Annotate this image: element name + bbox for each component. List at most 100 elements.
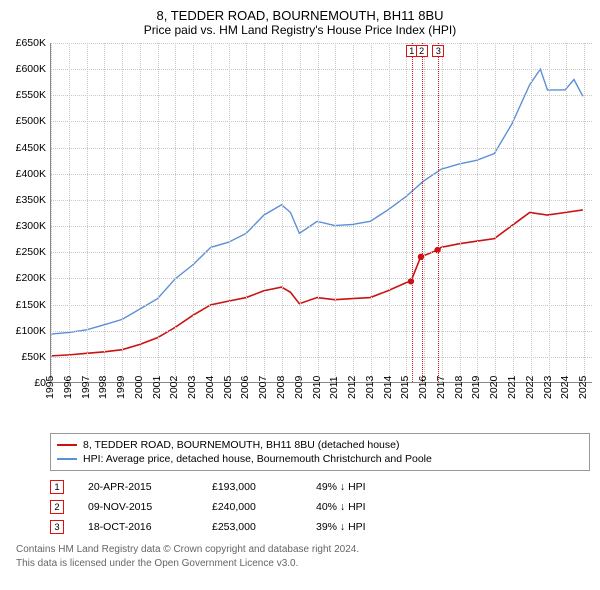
chart-area: £0£50K£100K£150K£200K£250K£300K£350K£400… [8,43,592,403]
gridline [300,43,301,382]
gridline [566,43,567,382]
gridline [246,43,247,382]
gridline [353,43,354,382]
x-tick-label: 2019 [470,376,482,399]
gridline [460,43,461,382]
legend-swatch [57,458,77,460]
gridline [549,43,550,382]
x-tick-label: 2024 [559,376,571,399]
x-tick-label: 2013 [364,376,376,399]
legend-row: 8, TEDDER ROAD, BOURNEMOUTH, BH11 8BU (d… [57,438,583,452]
gridline [51,174,592,175]
x-tick-label: 2025 [577,376,589,399]
y-tick-label: £500K [16,115,46,127]
gridline [335,43,336,382]
gridline [495,43,496,382]
x-tick-label: 2002 [168,376,180,399]
gridline [51,121,592,122]
y-tick-label: £200K [16,272,46,284]
legend: 8, TEDDER ROAD, BOURNEMOUTH, BH11 8BU (d… [50,433,590,471]
sale-marker-box: 2 [416,45,428,57]
gridline [51,252,592,253]
x-tick-label: 1998 [97,376,109,399]
x-tick-label: 2005 [222,376,234,399]
gridline [69,43,70,382]
x-tick-label: 2006 [239,376,251,399]
gridline [584,43,585,382]
x-tick-label: 1997 [80,376,92,399]
gridline [424,43,425,382]
gridline [51,226,592,227]
x-tick-label: 2021 [506,376,518,399]
x-tick-label: 2016 [417,376,429,399]
footer-line: This data is licensed under the Open Gov… [16,557,592,571]
y-tick-label: £400K [16,168,46,180]
y-tick-label: £600K [16,63,46,75]
x-tick-label: 1996 [62,376,74,399]
gridline [442,43,443,382]
gridline [51,43,52,382]
sale-price: £253,000 [212,521,292,533]
sale-delta: 49% ↓ HPI [316,481,416,493]
x-tick-label: 2007 [257,376,269,399]
gridline [51,200,592,201]
sale-date: 09-NOV-2015 [88,501,188,513]
gridline [175,43,176,382]
gridline [371,43,372,382]
sale-marker-line [422,43,423,382]
x-tick-label: 2001 [151,376,163,399]
sales-row: 120-APR-2015£193,00049% ↓ HPI [50,477,592,497]
gridline [211,43,212,382]
y-tick-label: £650K [16,37,46,49]
x-tick-label: 1995 [44,376,56,399]
gridline [104,43,105,382]
x-axis: 1995199619971998199920002001200220032004… [50,383,592,403]
sale-delta: 40% ↓ HPI [316,501,416,513]
x-tick-label: 2010 [311,376,323,399]
x-tick-label: 2018 [453,376,465,399]
gridline [87,43,88,382]
legend-label: 8, TEDDER ROAD, BOURNEMOUTH, BH11 8BU (d… [83,439,399,451]
x-tick-label: 1999 [115,376,127,399]
sale-index-box: 3 [50,520,64,534]
gridline [51,278,592,279]
gridline [318,43,319,382]
gridline [193,43,194,382]
legend-label: HPI: Average price, detached house, Bour… [83,453,432,465]
gridline [282,43,283,382]
sale-marker-box: 3 [432,45,444,57]
gridline [51,95,592,96]
gridline [51,357,592,358]
gridline [513,43,514,382]
x-tick-label: 2003 [186,376,198,399]
sale-marker-line [412,43,413,382]
footer-attribution: Contains HM Land Registry data © Crown c… [16,543,592,570]
gridline [122,43,123,382]
gridline [229,43,230,382]
sales-table: 120-APR-2015£193,00049% ↓ HPI209-NOV-201… [50,477,592,537]
x-tick-label: 2009 [293,376,305,399]
sale-index-box: 1 [50,480,64,494]
y-tick-label: £450K [16,142,46,154]
y-tick-label: £300K [16,220,46,232]
sale-date: 18-OCT-2016 [88,521,188,533]
gridline [51,331,592,332]
footer-line: Contains HM Land Registry data © Crown c… [16,543,592,557]
y-axis: £0£50K£100K£150K£200K£250K£300K£350K£400… [8,43,50,383]
legend-swatch [57,444,77,446]
x-tick-label: 2014 [382,376,394,399]
gridline [389,43,390,382]
plot-area: 123 [50,43,592,383]
sale-delta: 39% ↓ HPI [316,521,416,533]
sale-date: 20-APR-2015 [88,481,188,493]
sale-price: £240,000 [212,501,292,513]
sale-marker-line [438,43,439,382]
x-tick-label: 2017 [435,376,447,399]
y-tick-label: £50K [21,351,46,363]
sales-row: 209-NOV-2015£240,00040% ↓ HPI [50,497,592,517]
chart-title: 8, TEDDER ROAD, BOURNEMOUTH, BH11 8BU [8,8,592,23]
gridline [51,43,592,44]
x-tick-label: 2020 [488,376,500,399]
x-tick-label: 2022 [524,376,536,399]
y-tick-label: £350K [16,194,46,206]
